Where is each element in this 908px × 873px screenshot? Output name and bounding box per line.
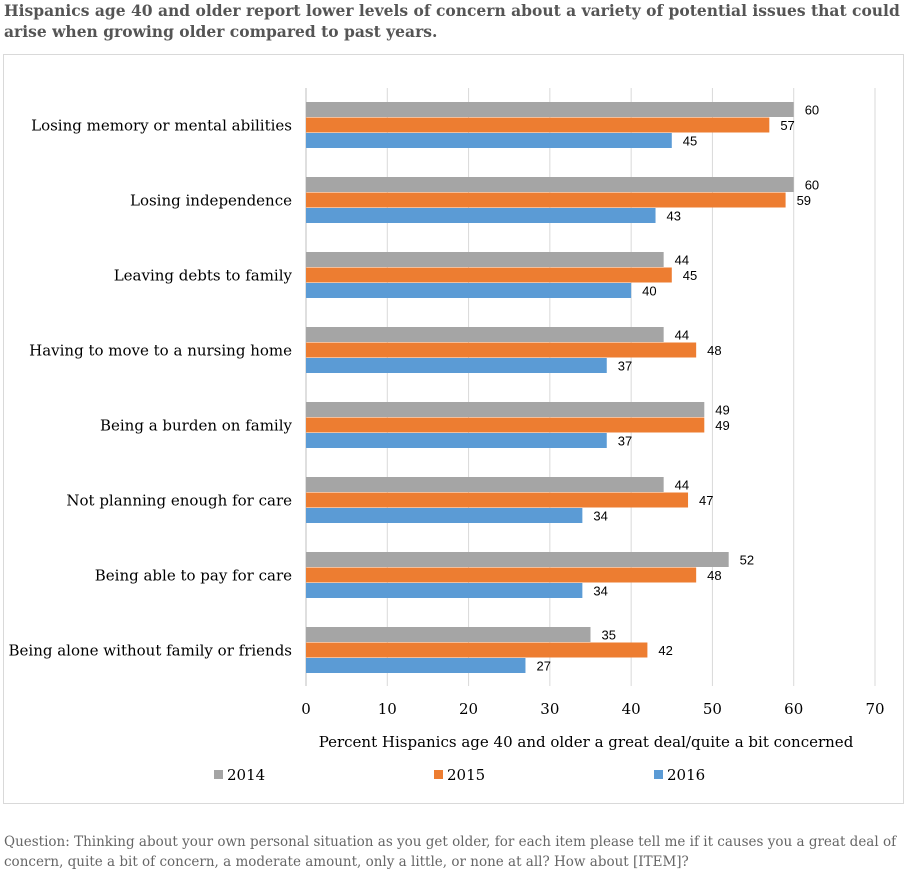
data-label: 43 [667,208,681,223]
bar-2015 [306,492,689,508]
bar-2016 [306,583,583,598]
category-label: Being a burden on family [100,416,293,434]
category-label: Not planning enough for care [66,491,292,509]
x-tick-label: 20 [459,700,478,718]
legend-swatch-2014 [214,770,223,779]
category-label: Losing independence [130,191,292,209]
bar-2014 [306,402,705,417]
data-label: 37 [618,433,632,448]
bar-2015 [306,192,786,208]
bar-2016 [306,283,632,298]
question-note: Question: Thinking about your own person… [4,834,897,870]
legend-label: 2015 [447,766,485,784]
x-tick-label: 40 [622,700,641,718]
data-label: 34 [593,583,607,598]
data-label: 45 [683,133,697,148]
bar-2014 [306,102,794,117]
bar-2015 [306,117,770,133]
bar-2014 [306,252,664,267]
data-label: 44 [675,477,689,492]
data-label: 57 [780,118,794,133]
bar-2014 [306,477,664,492]
bar-2015 [306,417,705,433]
x-tick-label: 10 [378,700,397,718]
legend-label: 2014 [227,766,265,784]
data-label: 59 [797,193,811,208]
data-label: 27 [536,658,550,673]
bar-2015 [306,642,648,658]
data-label: 49 [715,418,729,433]
category-label: Having to move to a nursing home [29,341,292,359]
bar-2016 [306,133,672,148]
bar-chart: 0 10 20 30 40 50 60 70 Losing memory or mental a… [9,88,885,784]
data-label: 52 [740,552,754,567]
bar-2014 [306,627,591,642]
data-label: 34 [593,508,607,523]
data-label: 60 [805,102,819,117]
data-label: 42 [658,643,672,658]
category-label: Being able to pay for care [95,566,292,584]
bar-2015 [306,567,697,583]
x-tick-label: 60 [784,700,803,718]
bar-2014 [306,327,664,342]
category-label: Losing memory or mental abilities [31,116,292,134]
bar-2014 [306,177,794,192]
bar-2015 [306,342,697,358]
data-label: 47 [699,493,713,508]
data-label: 49 [715,402,729,417]
x-tick-label: 50 [703,700,722,718]
bar-2016 [306,208,656,223]
data-label: 35 [602,627,616,642]
bar-2014 [306,552,729,567]
category-label: Being alone without family or friends [9,641,293,659]
chart-title: Hispanics age 40 and older report lower … [4,1,900,41]
bar-2016 [306,433,607,448]
bar-2015 [306,267,672,283]
legend-label: 2016 [667,766,705,784]
legend-swatch-2016 [654,770,663,779]
data-label: 44 [675,327,689,342]
bar-2016 [306,658,526,673]
data-label: 40 [642,283,656,298]
data-label: 45 [683,268,697,283]
data-label: 48 [707,568,721,583]
x-tick-label: 0 [301,700,311,718]
x-axis-title: Percent Hispanics age 40 and older a gre… [319,733,854,751]
bar-2016 [306,508,583,523]
x-tick-label: 30 [540,700,559,718]
data-label: 44 [675,252,689,267]
legend-swatch-2015 [434,770,443,779]
x-tick-label: 70 [865,700,884,718]
data-label: 60 [805,177,819,192]
data-label: 37 [618,358,632,373]
bar-2016 [306,358,607,373]
data-label: 48 [707,343,721,358]
category-label: Leaving debts to family [114,266,293,284]
